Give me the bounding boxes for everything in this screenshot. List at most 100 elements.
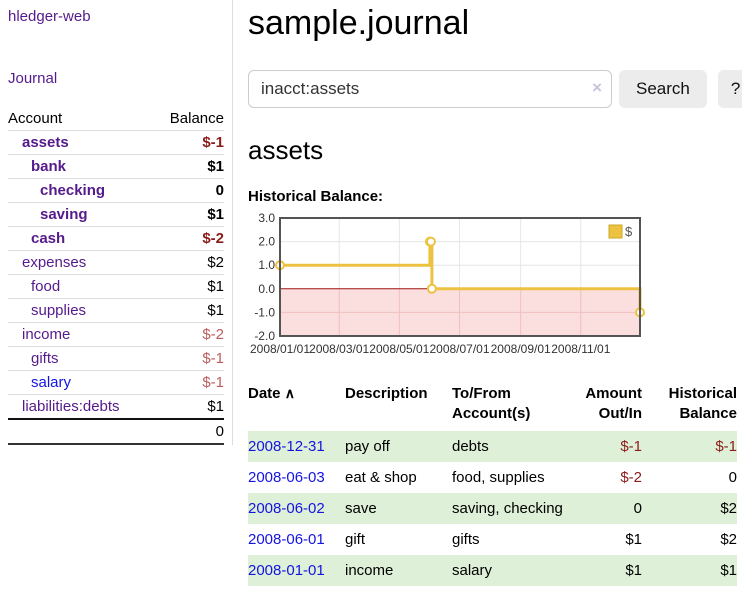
transaction-date-link[interactable]: 2008-06-02 [248, 499, 325, 517]
register-col-date[interactable]: Date ∧ [248, 382, 345, 431]
search-box: × [248, 70, 612, 109]
accounts-header-row: Account Balance [8, 107, 224, 131]
page-title: sample.journal [248, 4, 470, 42]
account-balance: $-1 [153, 370, 224, 395]
account-link[interactable]: supplies [31, 302, 87, 319]
svg-text:2008/01/01: 2008/01/01 [250, 342, 310, 356]
account-balance: $-1 [153, 130, 224, 155]
account-link[interactable]: saving [40, 206, 88, 223]
account-row: bank $1 [8, 154, 224, 179]
svg-text:1.0: 1.0 [258, 258, 275, 272]
transaction-balance: $2 [720, 499, 737, 517]
register-body: 2008-12-31 pay off debts $-1 $-1 2008-06-03 ea… [248, 430, 737, 586]
transaction-date-link[interactable]: 2008-12-31 [248, 437, 325, 455]
account-link[interactable]: income [22, 326, 71, 343]
account-row: salary $-1 [8, 370, 224, 395]
transaction-date-link[interactable]: 2008-06-01 [248, 530, 325, 548]
sidebar: hledger-web Journal Account Balance asse… [0, 0, 233, 606]
account-row: food $1 [8, 274, 224, 299]
transaction-accounts: salary [452, 561, 493, 579]
register-header-row: Date ∧ Description To/From Account(s) Am… [248, 382, 737, 431]
accounts-table: Account Balance assets $-1 bank $1 checking 0… [8, 107, 224, 445]
transaction-description: income [345, 561, 394, 579]
register-col-accounts-l1: To/From [452, 385, 511, 403]
account-balance: $1 [153, 274, 224, 299]
register-row: 2008-01-01 income salary $1 $1 [248, 554, 737, 586]
transaction-amount: $-2 [620, 468, 642, 486]
account-balance: $2 [153, 250, 224, 275]
search-button[interactable]: Search [619, 70, 707, 109]
register-col-date-label: Date [248, 385, 281, 403]
register-col-balance: Historical Balance [642, 382, 737, 431]
transaction-description: gift [345, 530, 366, 548]
account-balance: $1 [153, 394, 224, 420]
svg-text:0.0: 0.0 [258, 282, 275, 296]
accounts-col-account: Account [8, 107, 154, 131]
account-row: income $-2 [8, 322, 224, 347]
account-balance: 0 [153, 178, 224, 203]
svg-text:2.0: 2.0 [258, 235, 275, 249]
transaction-description: save [345, 499, 377, 517]
transaction-description: pay off [345, 437, 390, 455]
account-link[interactable]: gifts [31, 350, 59, 367]
account-balance: $1 [153, 298, 224, 323]
account-heading: assets [248, 135, 324, 166]
account-row: expenses $2 [8, 250, 224, 275]
register-row: 2008-12-31 pay off debts $-1 $-1 [248, 430, 737, 462]
clear-search-icon[interactable]: × [592, 78, 602, 98]
account-link[interactable]: food [31, 278, 61, 295]
account-row: assets $-1 [8, 130, 224, 155]
transaction-amount: 0 [633, 499, 642, 517]
register-table: Date ∧ Description To/From Account(s) Am… [248, 382, 737, 586]
transaction-accounts: gifts [452, 530, 480, 548]
svg-text:3.0: 3.0 [258, 212, 275, 225]
account-link[interactable]: liabilities:debts [22, 398, 120, 415]
transaction-accounts: debts [452, 437, 489, 455]
account-balance: $1 [153, 202, 224, 227]
account-link[interactable]: salary [31, 374, 72, 391]
brand-link[interactable]: hledger-web [8, 8, 91, 25]
accounts-total-value: 0 [153, 418, 224, 445]
register-col-amount: Amount Out/In [574, 382, 642, 431]
register-col-balance-l2: Balance [679, 405, 737, 423]
sidebar-item-journal[interactable]: Journal [8, 70, 58, 87]
transaction-date-link[interactable]: 2008-01-01 [248, 561, 325, 579]
account-link[interactable]: expenses [22, 254, 87, 271]
transaction-description: eat & shop [345, 468, 417, 486]
transaction-date-link[interactable]: 2008-06-03 [248, 468, 325, 486]
transaction-balance: $2 [720, 530, 737, 548]
svg-text:2008/07/01: 2008/07/01 [429, 342, 489, 356]
transaction-accounts: food, supplies [452, 468, 545, 486]
account-balance: $-1 [153, 346, 224, 371]
transaction-accounts: saving, checking [452, 499, 563, 517]
search-input[interactable] [248, 70, 612, 109]
main-content: sample.journal × Search ? assets Histori… [233, 0, 742, 606]
chart-legend: $ [608, 224, 633, 239]
help-button[interactable]: ? [717, 70, 742, 109]
account-link[interactable]: cash [31, 230, 66, 247]
account-link[interactable]: assets [22, 134, 69, 151]
register-col-amount-l2: Out/In [598, 405, 642, 423]
accounts-col-balance: Balance [153, 107, 224, 131]
transaction-balance: $1 [720, 561, 737, 579]
account-row: saving $1 [8, 202, 224, 227]
svg-text:-1.0: -1.0 [254, 305, 275, 319]
svg-text:-2.0: -2.0 [254, 329, 275, 343]
svg-text:2008/03/01: 2008/03/01 [309, 342, 369, 356]
accounts-body: assets $-1 bank $1 checking 0 saving $1 cash $-2 e… [8, 130, 224, 420]
register-col-accounts-l2: Account(s) [452, 405, 531, 423]
account-row: supplies $1 [8, 298, 224, 323]
register-col-accounts: To/From Account(s) [452, 382, 574, 431]
account-balance: $1 [153, 154, 224, 179]
register-row: 2008-06-03 eat & shop food, supplies $-2 0 [248, 462, 737, 493]
account-link[interactable]: bank [31, 158, 67, 175]
svg-text:2008/11/01: 2008/11/01 [551, 342, 610, 356]
svg-text:$: $ [625, 224, 633, 239]
account-balance: $-2 [153, 322, 224, 347]
account-link[interactable]: checking [40, 182, 106, 199]
svg-text:2008/09/01: 2008/09/01 [491, 342, 551, 356]
transaction-balance: 0 [728, 468, 737, 486]
account-balance: $-2 [153, 226, 224, 251]
svg-text:2008/05/01: 2008/05/01 [369, 342, 429, 356]
